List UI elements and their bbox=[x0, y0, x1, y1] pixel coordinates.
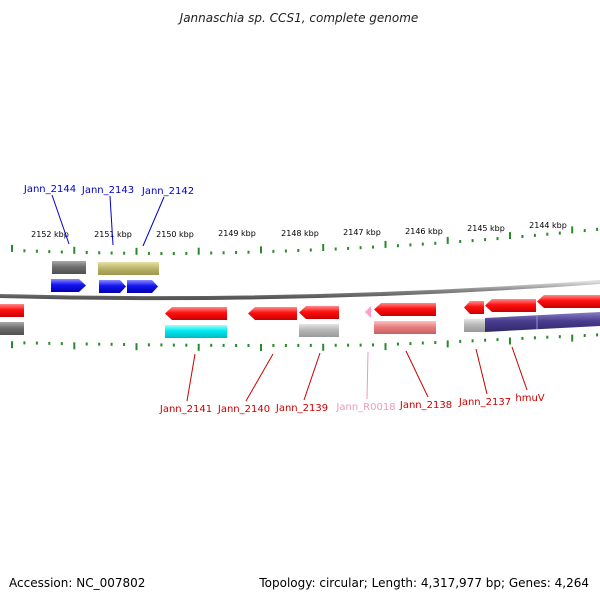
reverse-gene-arrow bbox=[374, 303, 436, 316]
leader-line bbox=[366, 351, 369, 400]
reverse-gene-arrow bbox=[0, 304, 24, 317]
gene-label-jann-2137: Jann_2137 bbox=[458, 397, 511, 408]
cog-box-gray bbox=[52, 261, 86, 274]
outer-tick-row bbox=[11, 226, 599, 255]
cog-box-pink bbox=[374, 321, 436, 334]
gene-label-jann-2141: Jann_2141 bbox=[159, 404, 212, 415]
gene-label-jann-2144: Jann_2144 bbox=[23, 184, 76, 195]
gene-label-jann-2138: Jann_2138 bbox=[399, 400, 452, 411]
reverse-cds-row bbox=[0, 295, 600, 320]
leader-line bbox=[142, 196, 165, 247]
cog-box-lightgray bbox=[464, 319, 485, 332]
reverse-gene-arrow bbox=[248, 307, 297, 320]
reverse-gene-arrow bbox=[299, 306, 339, 319]
gene-label-jann-2139: Jann_2139 bbox=[275, 403, 328, 414]
kbp-label: 2148 kbp bbox=[281, 229, 319, 238]
kbp-label: 2146 kbp bbox=[405, 227, 443, 236]
cog-box-khaki bbox=[98, 262, 159, 275]
leader-line bbox=[186, 353, 196, 402]
forward-cds-row bbox=[51, 279, 158, 293]
inner-tick-row bbox=[11, 333, 599, 351]
kbp-labels: 2152 kbp 2151 kbp 2150 kbp 2149 kbp 2148… bbox=[31, 221, 567, 239]
forward-cog-row bbox=[52, 261, 159, 275]
leader-line bbox=[511, 346, 528, 391]
kbp-label: 2145 kbp bbox=[467, 224, 505, 233]
kbp-label: 2150 kbp bbox=[156, 230, 194, 239]
cog-box-lightgray bbox=[299, 324, 339, 337]
leader-line bbox=[109, 195, 114, 246]
kbp-label: 2149 kbp bbox=[218, 229, 256, 238]
forward-gene-arrow bbox=[51, 279, 86, 292]
gene-label-jann-2142: Jann_2142 bbox=[141, 186, 194, 197]
gene-label-hmuv: hmuV bbox=[515, 393, 544, 404]
forward-gene-arrow bbox=[127, 280, 158, 293]
genome-backbone bbox=[0, 280, 600, 301]
reverse-gene-arrow bbox=[537, 295, 600, 308]
cog-box-cyan bbox=[165, 325, 227, 338]
forward-gene-arrow bbox=[99, 280, 126, 293]
accession-text: Accession: NC_007802 bbox=[9, 576, 145, 590]
kbp-label: 2152 kbp bbox=[31, 230, 69, 239]
leader-line bbox=[475, 348, 488, 395]
forward-gene-labels: Jann_2144 Jann_2143 Jann_2142 bbox=[23, 184, 194, 247]
rna-gene-arrow bbox=[365, 306, 371, 318]
reverse-gene-arrow bbox=[165, 307, 227, 320]
kbp-label: 2144 kbp bbox=[529, 221, 567, 230]
reverse-gene-arrow bbox=[464, 301, 484, 314]
reverse-cog-row bbox=[0, 312, 600, 338]
reverse-gene-labels: Jann_2141 Jann_2140 Jann_2139 Jann_R0018… bbox=[159, 346, 545, 415]
reverse-gene-arrow bbox=[485, 299, 536, 312]
kbp-label: 2147 kbp bbox=[343, 228, 381, 237]
leader-line bbox=[303, 352, 321, 401]
leader-line bbox=[405, 350, 429, 398]
genome-summary-text: Topology: circular; Length: 4,317,977 bp… bbox=[258, 576, 589, 590]
gene-label-jann-r0018: Jann_R0018 bbox=[335, 402, 395, 413]
cog-box-gray bbox=[0, 322, 24, 335]
cog-box-purple bbox=[485, 312, 600, 332]
gene-label-jann-2143: Jann_2143 bbox=[81, 185, 134, 196]
gene-label-jann-2140: Jann_2140 bbox=[217, 404, 270, 415]
leader-line bbox=[51, 194, 70, 245]
leader-line bbox=[245, 353, 274, 402]
kbp-label: 2151 kbp bbox=[94, 230, 132, 239]
genome-title: Jannaschia sp. CCS1, complete genome bbox=[178, 11, 419, 25]
